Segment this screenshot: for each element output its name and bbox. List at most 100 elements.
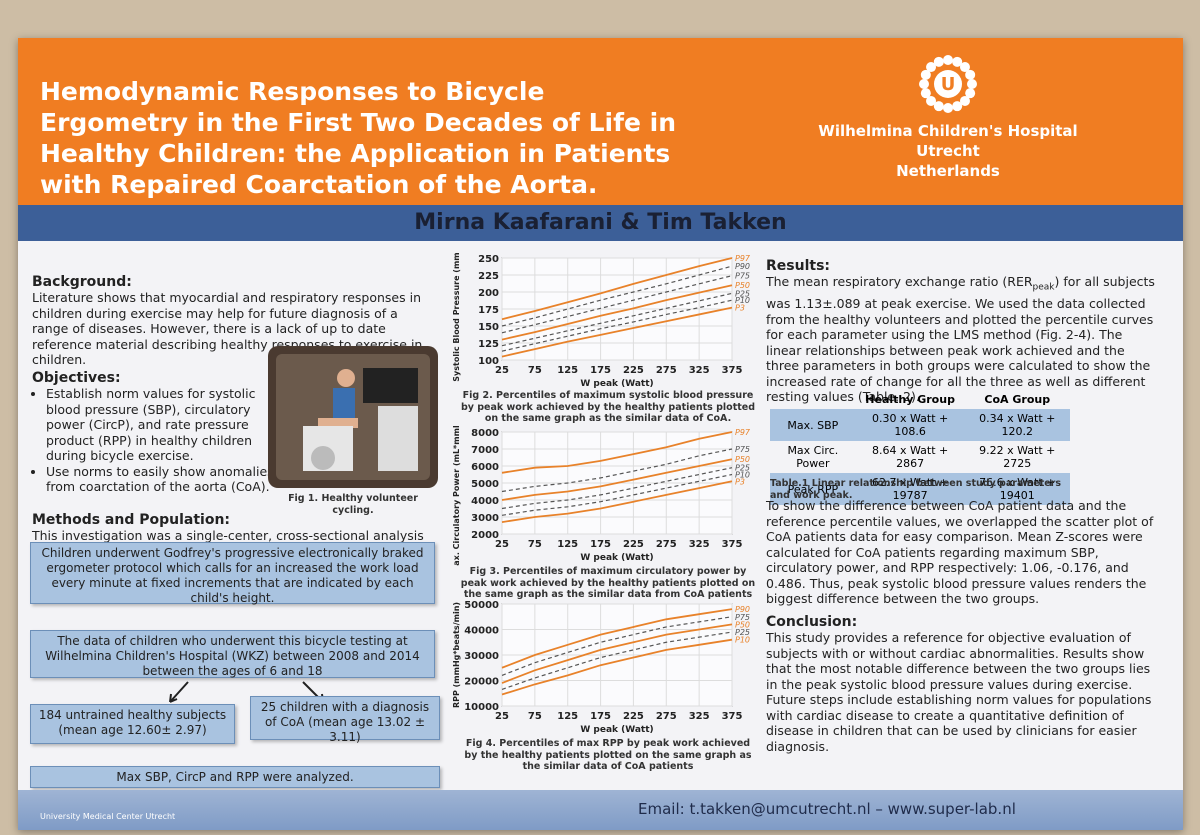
logo-ray: [952, 101, 963, 112]
y-tick-label: 6000: [471, 462, 499, 473]
figure: 100 125 150 175 200 225 250 25 75 125 175 225 275 325…: [452, 252, 751, 389]
logo-ray: [926, 95, 937, 106]
percentile-line: [501, 292, 733, 347]
paragraph: The mean respiratory exchange ratio (RER…: [766, 274, 1161, 405]
x-tick-label: 75: [528, 539, 542, 550]
logo-ray: [965, 88, 976, 99]
series-label: P90: [735, 262, 750, 271]
x-tick-label: 125: [557, 711, 578, 722]
text: ) for all subjects was 1.13±.089 at peak…: [766, 274, 1155, 404]
y-tick-label: 3000: [471, 513, 499, 524]
logo-ray: [943, 55, 953, 65]
percentile-line: [501, 480, 733, 523]
x-axis-title: W peak (Watt): [580, 725, 653, 735]
x-tick-label: 275: [656, 711, 677, 722]
list-item: Establish norm values for systolic blood…: [46, 386, 281, 464]
series-label: P90: [735, 605, 750, 614]
series-label: P75: [735, 272, 750, 281]
y-tick-label: 175: [478, 305, 499, 316]
x-tick-label: 175: [590, 365, 611, 376]
x-tick-label: 375: [722, 711, 743, 722]
figure: 2000 3000 4000 5000 6000 7000 8000 25 75 125 175 22…: [452, 426, 751, 566]
institution: Wilhelmina Children's Hospital: [818, 122, 1078, 140]
logo-ray: [967, 79, 977, 89]
x-axis-title: W peak (Watt): [580, 553, 653, 563]
series-label: P75: [735, 613, 750, 622]
y-tick-label: 150: [478, 322, 499, 333]
header: Hemodynamic Responses to Bicycle Ergomet…: [18, 38, 1183, 205]
logo-ray: [952, 56, 963, 67]
logo-ray: [920, 69, 931, 80]
x-tick-label: 225: [623, 365, 644, 376]
y-tick-label: 100: [478, 356, 499, 367]
caption: Fig 4. Percentiles of max RPP by peak wo…: [464, 738, 752, 772]
y-tick-label: 7000: [471, 445, 499, 456]
cell: Max. SBP: [770, 409, 856, 441]
percentile-line: [501, 306, 733, 358]
percentile-line: [501, 623, 733, 684]
institution: Utrecht: [916, 142, 980, 160]
footer: Email: t.takken@umcutrecht.nl – www.supe…: [18, 790, 1183, 830]
x-tick-label: 275: [656, 539, 677, 550]
cell: 76.6 x Watt + 19401: [964, 473, 1070, 505]
logo-ray: [919, 79, 929, 89]
university: University Medical Center Utrecht: [40, 812, 176, 821]
logo-ray: [933, 101, 944, 112]
caption: Fig 1. Healthy volunteer cycling.: [288, 493, 418, 516]
method-box: The data of children who underwent this …: [30, 630, 435, 678]
percentile-line: [501, 257, 733, 321]
series-label: P50: [735, 281, 750, 290]
percentile-line: [501, 431, 733, 474]
cell: 8.64 x Watt + 2867: [872, 444, 949, 470]
series-label: P50: [735, 455, 750, 464]
cell: 62.7 x Watt + 19787: [855, 473, 965, 505]
y-tick-label: 5000: [471, 479, 499, 490]
series-label: P25: [735, 289, 750, 298]
y-tick-label: 125: [478, 339, 499, 350]
authors: Mirna Kaafarani & Tim Takken: [414, 210, 787, 235]
x-tick-label: 125: [557, 365, 578, 376]
y-tick-label: 4000: [471, 496, 499, 507]
paragraph: This investigation was a single-center, …: [32, 528, 424, 543]
x-axis-title: W peak (Watt): [580, 379, 653, 389]
heading: Methods and Population:: [32, 512, 231, 528]
heading: Results:: [766, 258, 830, 274]
series-label: P3: [735, 304, 745, 313]
x-tick-label: 125: [557, 539, 578, 550]
series-label: P10: [735, 296, 750, 305]
series-label: P75: [735, 445, 750, 454]
x-tick-label: 175: [590, 711, 611, 722]
series-label: P25: [735, 464, 750, 473]
percentile-line: [501, 299, 733, 352]
percentile-line: [501, 458, 733, 501]
x-tick-label: 375: [722, 539, 743, 550]
percentile-line: [501, 631, 733, 690]
percentile-line: [501, 616, 733, 676]
poster: Hemodynamic Responses to Bicycle Ergomet…: [18, 38, 1183, 830]
series-label: P25: [735, 628, 750, 637]
heading: Conclusion:: [766, 614, 858, 630]
x-tick-label: 175: [590, 539, 611, 550]
table: Healthy Group CoA Group Max. SBP 0.30 x Wa…: [770, 390, 1070, 505]
percentile-line: [501, 284, 733, 341]
series-label: P10: [735, 636, 750, 645]
logo-ray: [959, 95, 970, 106]
figure: 10000 20000 30000 40000 50000 25 75 125 175 225 27…: [452, 600, 750, 735]
caption: Fig 3. Percentiles of maximum circulator…: [460, 566, 756, 600]
y-tick-label: 225: [478, 271, 499, 282]
caption: Table.1 Linear relationship between stud…: [770, 478, 1062, 501]
text: The mean respiratory exchange ratio (RER: [766, 274, 1033, 289]
x-tick-label: 275: [656, 365, 677, 376]
x-tick-label: 75: [528, 365, 542, 376]
y-tick-label: 30000: [464, 651, 499, 662]
table-header: Healthy Group: [865, 393, 955, 406]
logo-ray: [920, 88, 931, 99]
table-header: [770, 390, 856, 409]
y-tick-label: 10000: [464, 702, 499, 713]
method-box: 184 untrained healthy subjects (mean age…: [30, 704, 235, 744]
series-label: P97: [735, 428, 751, 437]
x-tick-label: 325: [689, 539, 710, 550]
cell: Peak RPP: [770, 473, 856, 505]
paragraph: To show the difference between CoA patie…: [766, 498, 1154, 606]
percentile-line: [501, 473, 733, 516]
